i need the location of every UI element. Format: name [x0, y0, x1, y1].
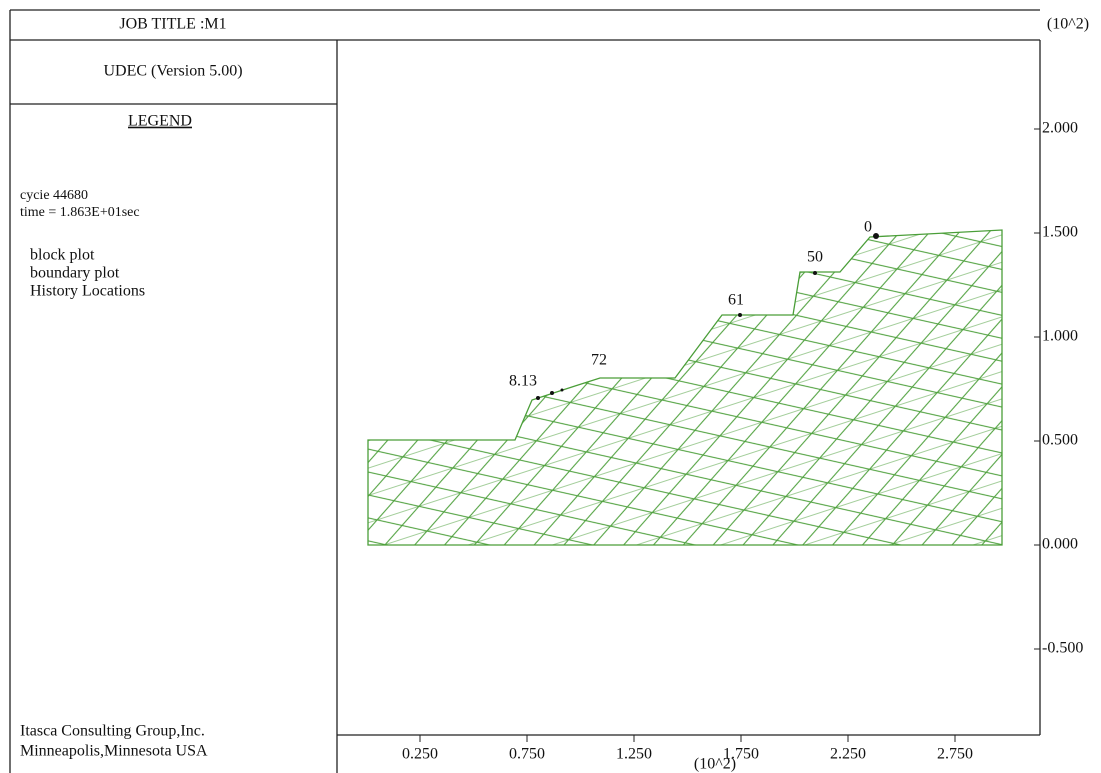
y-tick-label: 2.000	[1042, 120, 1078, 137]
y-tick-label: 0.000	[1042, 536, 1078, 553]
history-label: 61	[728, 292, 744, 309]
legend-item: block plot	[30, 247, 95, 264]
legend-title: LEGEND	[128, 113, 192, 130]
slope-blocks	[367, 229, 1003, 546]
frames	[9, 9, 1041, 773]
x-tick-label: 2.250	[830, 746, 866, 763]
legend-item: History Locations	[30, 283, 145, 300]
history-label: 8.13	[509, 373, 537, 390]
x-unit: (10^2)	[694, 756, 736, 773]
x-tick-label: 2.750	[937, 746, 973, 763]
x-tick-label: 1.750	[723, 746, 759, 763]
x-tick-label: 0.750	[509, 746, 545, 763]
history-label: 50	[807, 249, 823, 266]
legend-item: boundary plot	[30, 265, 120, 282]
program: UDEC (Version 5.00)	[103, 63, 242, 80]
footer: Itasca Consulting Group,Inc.	[20, 723, 205, 740]
history-points	[536, 233, 879, 400]
history-label: 0	[864, 219, 872, 236]
x-tick-label: 0.250	[402, 746, 438, 763]
y-tick-label: 1.500	[1042, 224, 1078, 241]
y-tick-label: 1.000	[1042, 328, 1078, 345]
y-unit: (10^2)	[1047, 16, 1089, 33]
footer: Minneapolis,Minnesota USA	[20, 743, 208, 760]
y-tick-label: 0.500	[1042, 432, 1078, 449]
time: time = 1.863E+01sec	[20, 205, 140, 220]
cycle: cycie 44680	[20, 188, 88, 203]
job-title: JOB TITLE :M1	[119, 16, 226, 33]
y-tick-label: -0.500	[1042, 640, 1083, 657]
history-label: 72	[591, 352, 607, 369]
x-tick-label: 1.250	[616, 746, 652, 763]
